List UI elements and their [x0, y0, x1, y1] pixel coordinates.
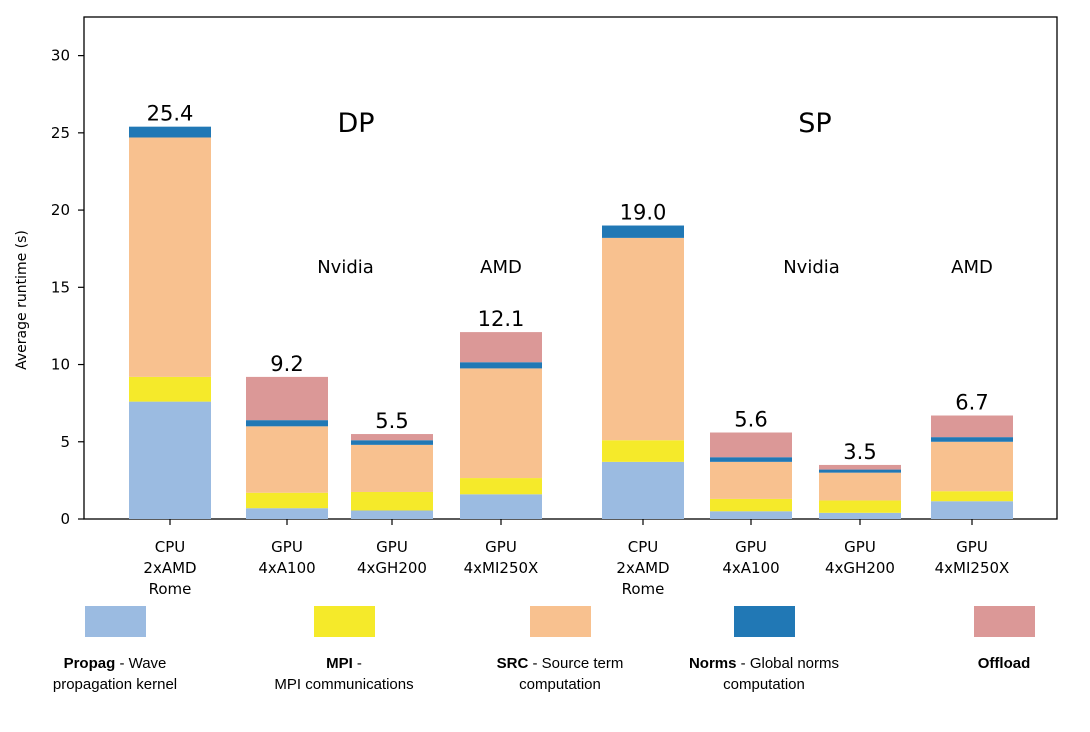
- bar-segment-propag: [931, 501, 1013, 519]
- bar-segment-src: [129, 137, 211, 377]
- bar-segment-norms: [819, 469, 901, 473]
- bar-segment-mpi: [931, 491, 1013, 502]
- bar-segment-src: [819, 472, 901, 501]
- legend-swatch-propag: [84, 606, 146, 637]
- x-tick-label: GPU 4xGH200: [357, 538, 427, 577]
- legend-item-src: SRC - Source term computation: [460, 606, 660, 695]
- bar-segment-offload: [351, 434, 433, 441]
- bar-segment-norms: [129, 126, 211, 138]
- bar-segment-offload: [931, 415, 1013, 438]
- bar-segment-mpi: [246, 492, 328, 509]
- bar-segment-norms: [351, 440, 433, 445]
- legend-norms-desc2: computation: [723, 676, 805, 693]
- x-tick-label: GPU 4xA100: [258, 538, 315, 577]
- x-tick-label: GPU 4xGH200: [825, 538, 895, 577]
- x-tick-label: GPU 4xMI250X: [464, 538, 539, 577]
- bar-segment-mpi: [129, 376, 211, 402]
- vendor-label-nvidia: Nvidia: [783, 257, 840, 278]
- bar-total-label: 5.6: [734, 408, 767, 432]
- legend-propag-name: Propag: [63, 655, 116, 672]
- bar-segment-offload: [819, 464, 901, 470]
- bar-total-label: 3.5: [843, 440, 876, 464]
- stacked-bar-chart: 0 5 10 15 20 25 30 25.4 9.2 5.5 12.1 19.0 5.6 3.5 6.7…: [14, 16, 1058, 598]
- bar-segment-mpi: [819, 500, 901, 513]
- bar-total-label: 12.1: [478, 307, 525, 331]
- bar-segment-norms: [602, 225, 684, 238]
- legend-offload-name: Offload: [977, 655, 1031, 672]
- legend-mpi-name: MPI: [326, 655, 353, 672]
- y-axis: 0 5 10 15 20 25 30: [51, 47, 84, 528]
- total-labels: 25.4 9.2 5.5 12.1 19.0 5.6 3.5 6.7: [147, 102, 989, 464]
- y-tick-label: 0: [60, 510, 70, 528]
- legend-src-name: SRC: [496, 655, 529, 672]
- legend-src-desc2: computation: [519, 676, 601, 693]
- x-tick-label: CPU 2xAMD Rome: [616, 538, 669, 598]
- bar-segment-norms: [710, 457, 792, 462]
- y-tick-label: 25: [51, 124, 70, 142]
- vendor-label-nvidia: Nvidia: [317, 257, 374, 278]
- y-tick-label: 30: [51, 47, 70, 65]
- bar-segment-propag: [460, 494, 542, 519]
- legend-item-propag: Propag - Wave propagation kernel: [15, 606, 215, 695]
- bar-segment-src: [246, 426, 328, 493]
- group-labels: DP Nvidia AMD SP Nvidia AMD: [317, 108, 993, 278]
- plot-frame: [83, 16, 1058, 520]
- group-label-sp: SP: [798, 108, 831, 139]
- x-axis: CPU 2xAMD Rome GPU 4xA100 GPU 4xGH200 GPU 4xMI25…: [143, 519, 1009, 598]
- group-label-dp: DP: [337, 108, 374, 139]
- bar-total-label: 6.7: [955, 391, 988, 415]
- bar-segment-src: [710, 461, 792, 499]
- bar-segment-offload: [710, 432, 792, 458]
- legend-mpi-desc: -: [352, 655, 362, 672]
- bar-segment-offload: [246, 376, 328, 421]
- bar-total-label: 5.5: [375, 409, 408, 433]
- y-axis-label: Average runtime (s): [14, 230, 30, 370]
- bar-segment-src: [602, 237, 684, 441]
- bar-total-label: 9.2: [270, 352, 303, 376]
- bar-segment-mpi: [602, 440, 684, 462]
- bar-segment-norms: [246, 420, 328, 427]
- bar-segment-propag: [351, 510, 433, 519]
- bar-segment-propag: [246, 508, 328, 519]
- legend-item-norms: Norms - Global norms computation: [664, 606, 864, 695]
- legend-swatch-norms: [733, 606, 795, 637]
- legend-swatch-mpi: [313, 606, 375, 637]
- legend-propag-desc: - Wave: [115, 655, 167, 672]
- bar-segment-norms: [460, 362, 542, 369]
- bar-total-label: 25.4: [147, 102, 194, 126]
- y-tick-label: 5: [60, 433, 70, 451]
- bar-segment-offload: [460, 332, 542, 363]
- legend-norms-desc: - Global norms: [736, 655, 840, 672]
- legend-mpi-desc2: MPI communications: [274, 676, 414, 693]
- x-tick-label: CPU 2xAMD Rome: [143, 538, 196, 598]
- legend-item-offload: Offload: [904, 606, 1090, 674]
- legend-propag-desc2: propagation kernel: [52, 676, 178, 693]
- bars: [129, 126, 1013, 519]
- bar-segment-src: [351, 444, 433, 492]
- bar-segment-propag: [129, 401, 211, 519]
- bar-segment-propag: [710, 511, 792, 519]
- bar-segment-propag: [819, 512, 901, 519]
- vendor-label-amd: AMD: [951, 257, 993, 278]
- x-tick-label: GPU 4xA100: [722, 538, 779, 577]
- legend-item-mpi: MPI - MPI communications: [244, 606, 444, 695]
- legend-swatch-src: [529, 606, 591, 637]
- bar-total-label: 19.0: [620, 201, 667, 225]
- legend-norms-name: Norms: [688, 655, 737, 672]
- y-tick-label: 20: [51, 201, 70, 219]
- bar-segment-src: [931, 441, 1013, 492]
- legend-src-desc: - Source term: [528, 655, 624, 672]
- bar-segment-mpi: [460, 478, 542, 495]
- bar-segment-propag: [602, 461, 684, 519]
- x-tick-label: GPU 4xMI250X: [935, 538, 1010, 577]
- vendor-label-amd: AMD: [480, 257, 522, 278]
- legend-swatch-offload: [973, 606, 1035, 637]
- bar-segment-norms: [931, 437, 1013, 442]
- bar-segment-mpi: [351, 491, 433, 511]
- bar-segment-mpi: [710, 498, 792, 512]
- bar-segment-src: [460, 368, 542, 479]
- y-tick-label: 15: [51, 278, 70, 296]
- y-tick-label: 10: [51, 356, 70, 374]
